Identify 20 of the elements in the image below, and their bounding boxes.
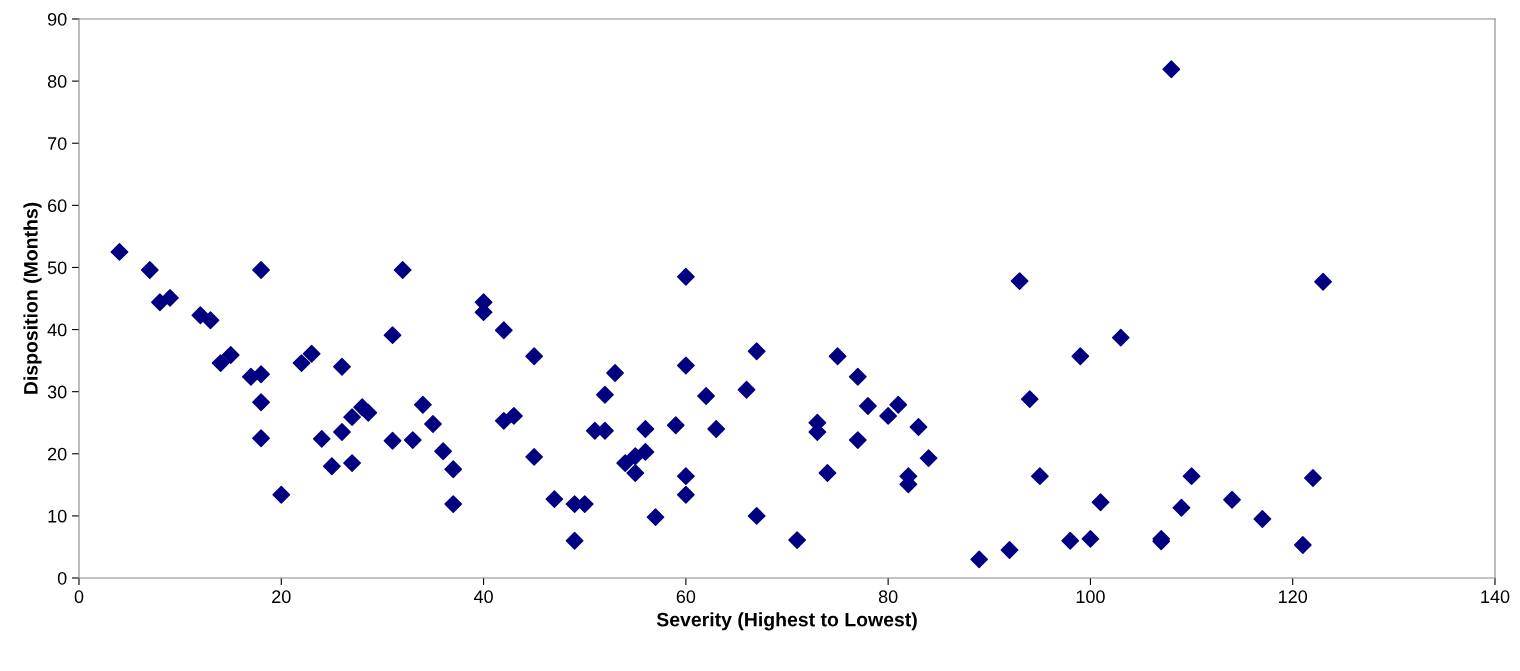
y-tick-label: 0: [57, 571, 67, 585]
x-tick-label: 40: [473, 590, 493, 604]
x-tick-label: 140: [1481, 590, 1510, 604]
y-tick-label: 30: [47, 385, 67, 399]
y-tick-label: 40: [47, 323, 67, 337]
y-tick-label: 50: [47, 261, 67, 275]
x-tick-label: 80: [878, 590, 898, 604]
y-tick-label: 90: [47, 12, 67, 26]
y-tick-label: 70: [48, 137, 67, 150]
x-tick-label: 0: [74, 590, 84, 604]
y-tick-label: 20: [48, 447, 67, 461]
x-tick-label: 100: [1076, 590, 1105, 604]
x-tick-label: 60: [676, 590, 696, 604]
y-axis-title: Disposition (Months): [23, 202, 42, 394]
x-tick-label: 120: [1279, 590, 1308, 604]
y-tick-label: 80: [47, 75, 67, 88]
x-tick-label: 20: [272, 590, 291, 604]
x-axis-title: Severity (Highest to Lowest): [656, 612, 917, 631]
y-tick-label: 10: [48, 509, 67, 523]
y-tick-label: 60: [48, 199, 67, 213]
